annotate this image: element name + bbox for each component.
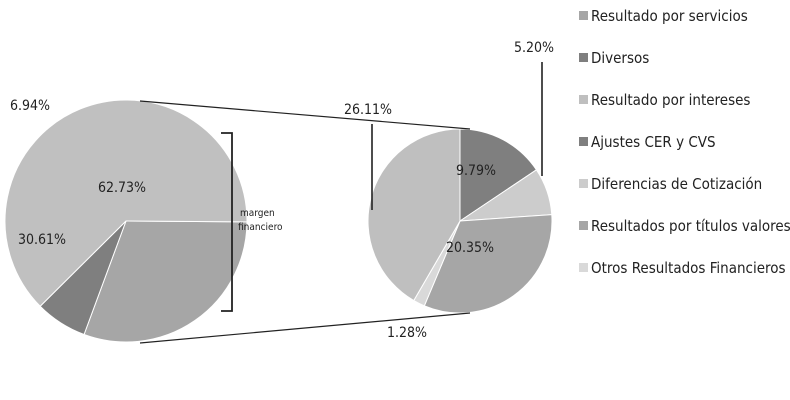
legend: Resultado por servicios Diversos Resultado… [579,7,790,277]
label-titulos-valores: 20.35% [446,240,494,256]
secondary-slice-resultados-por-titulos-valores [423,214,553,314]
label-diversos: 6.94% [10,98,50,114]
connector-lines [139,100,471,344]
connector-bottom-line [139,312,471,344]
legend-label-resultados-por-titulos-valores: Resultados por títulos valores [591,217,790,235]
connector-top-line [139,100,471,130]
label-ajustes-cer-cvs: 9.79% [456,163,496,179]
secondary-slice-ajustes-cer-y-cvs [459,128,538,222]
legend-swatch-otros-resultados-financieros [579,263,588,272]
legend-label-otros-resultados-financieros: Otros Resultados Financieros [591,259,786,277]
margen-financiero-bracket: margen financiero [221,132,283,312]
main-pie [4,99,248,343]
legend-swatch-diferencias-de-cotizacion [579,179,588,188]
data-labels: 30.61% 6.94% 62.73% 9.79% 5.20% 20.35% 1… [10,40,554,341]
legend-label-diversos: Diversos [591,49,649,67]
label-resultado-por-intereses: 26.11% [344,102,392,118]
bracket-path [221,132,233,312]
label-diferencias-cotizacion: 5.20% [514,40,554,56]
label-resultado-por-servicios: 30.61% [18,232,66,248]
legend-label-diferencias-de-cotizacion: Diferencias de Cotización [591,175,762,193]
legend-label-ajustes-cer-y-cvs: Ajustes CER y CVS [591,133,716,151]
label-margen-financiero: 62.73% [98,180,146,196]
callout-lines [371,62,543,210]
legend-label-resultado-por-servicios: Resultado por servicios [591,7,748,25]
bracket-label-line-2: financiero [238,222,283,233]
legend-swatch-resultados-por-titulos-valores [579,221,588,230]
legend-label-resultado-por-intereses: Resultado por intereses [591,91,750,109]
main-slice-resultado-por-servicios [83,220,248,343]
secondary-pie [367,128,553,314]
legend-swatch-ajustes-cer-y-cvs [579,137,588,146]
main-slice-margen-financiero [4,99,248,307]
legend-swatch-resultado-por-servicios [579,11,588,20]
label-otros-resultados: 1.28% [387,325,427,341]
legend-swatch-resultado-por-intereses [579,95,588,104]
bracket-label-line-1: margen [240,208,275,219]
legend-swatch-diversos [579,53,588,62]
